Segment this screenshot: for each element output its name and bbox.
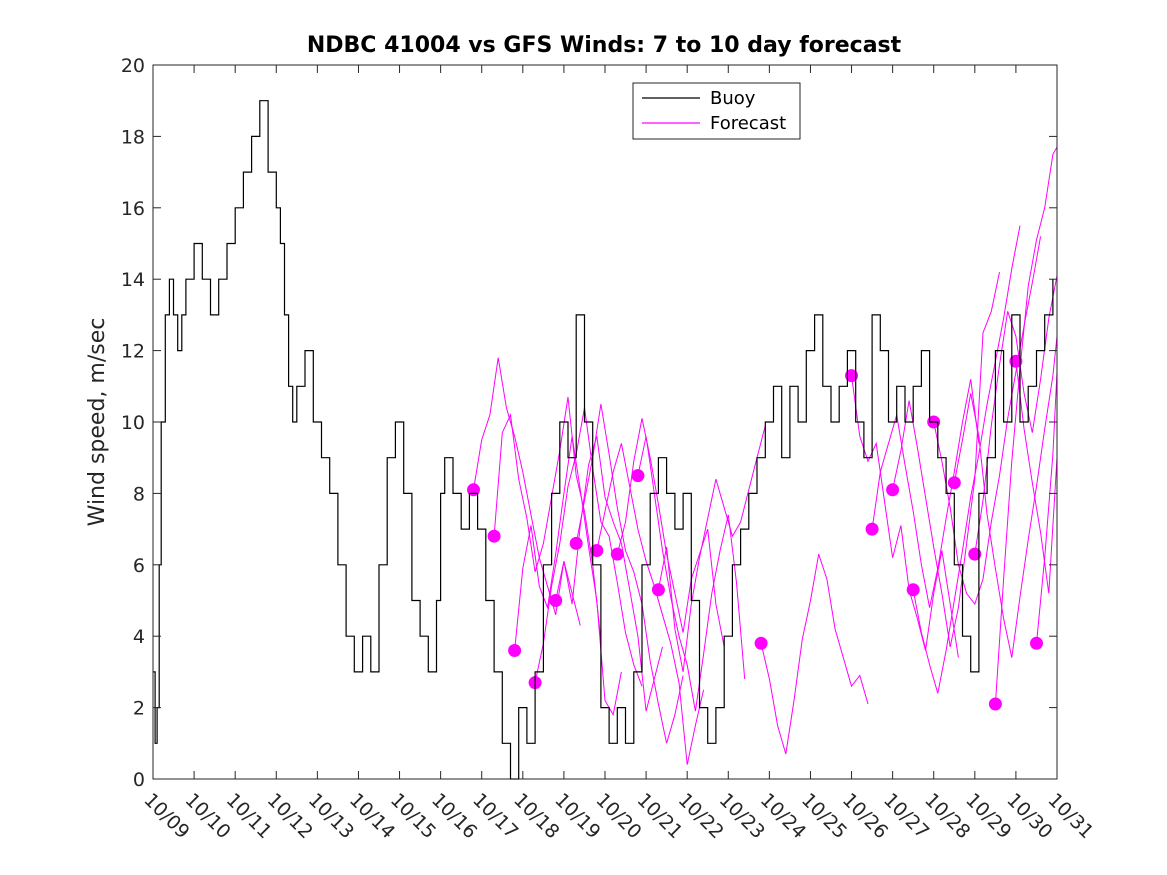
forecast-line-3 bbox=[514, 436, 622, 717]
forecast-line-14 bbox=[892, 271, 1000, 648]
forecast-line-6 bbox=[575, 404, 684, 744]
forecast-line-17 bbox=[953, 336, 1058, 658]
x-tick-label-20: 10/29 bbox=[961, 789, 1015, 843]
y-axis-label: Wind speed, m/sec bbox=[85, 318, 110, 527]
forecast-start-marker-14 bbox=[886, 483, 900, 497]
x-tick-label-16: 10/25 bbox=[797, 789, 851, 843]
forecast-start-marker-11 bbox=[754, 636, 768, 650]
forecast-start-marker-8 bbox=[610, 547, 624, 561]
forecast-start-marker-15 bbox=[906, 583, 920, 597]
x-tick-label-3: 10/12 bbox=[263, 789, 317, 843]
forecast-start-marker-6 bbox=[569, 536, 583, 550]
x-tick-label-17: 10/26 bbox=[838, 789, 892, 843]
chart-title: NDBC 41004 vs GFS Winds: 7 to 10 day for… bbox=[307, 33, 902, 58]
y-tick-label-4: 4 bbox=[133, 626, 145, 648]
forecast-start-marker-3 bbox=[508, 644, 522, 657]
forecast-line-16 bbox=[933, 236, 1042, 606]
legend-label-forecast: Forecast bbox=[710, 113, 786, 134]
forecast-line-4 bbox=[534, 407, 643, 687]
forecast-start-marker-18 bbox=[968, 547, 982, 561]
forecast-line-19 bbox=[994, 146, 1058, 705]
forecast-start-marker-2 bbox=[487, 529, 501, 543]
forecast-line-13 bbox=[871, 379, 980, 608]
forecast-start-marker-10 bbox=[651, 583, 665, 597]
x-tick-label-0: 10/09 bbox=[139, 789, 193, 843]
legend: Buoy Forecast bbox=[632, 82, 801, 140]
legend-label-buoy: Buoy bbox=[710, 88, 756, 109]
forecast-start-marker-5 bbox=[549, 594, 563, 607]
x-tick-label-12: 10/21 bbox=[633, 789, 687, 843]
x-tick-label-21: 10/30 bbox=[1002, 789, 1056, 843]
y-tick-label-16: 16 bbox=[121, 198, 145, 220]
x-tick-label-8: 10/17 bbox=[468, 789, 522, 843]
x-tick-label-4: 10/13 bbox=[304, 789, 358, 843]
legend-box bbox=[632, 82, 801, 140]
y-tick-label-8: 8 bbox=[133, 483, 145, 505]
forecast-line-21 bbox=[1036, 371, 1058, 644]
forecast-start-marker-13 bbox=[865, 522, 879, 536]
x-tick-label-2: 10/11 bbox=[222, 789, 276, 843]
x-tick-label-7: 10/16 bbox=[427, 789, 481, 843]
forecast-start-marker-19 bbox=[988, 697, 1002, 711]
forecast-line-12 bbox=[851, 375, 959, 658]
forecast-line-5 bbox=[555, 436, 663, 712]
x-tick-label-1: 10/10 bbox=[181, 789, 235, 843]
y-tick-label-2: 2 bbox=[133, 698, 145, 720]
forecast-line-7 bbox=[596, 443, 705, 765]
forecast-start-marker-7 bbox=[590, 544, 604, 557]
y-tick-label-10: 10 bbox=[121, 412, 145, 434]
forecast-line-9 bbox=[637, 436, 746, 712]
y-tick-label-18: 18 bbox=[121, 126, 145, 148]
x-tick-label-11: 10/20 bbox=[591, 789, 645, 843]
forecast-line-15 bbox=[912, 225, 1021, 694]
axes-box bbox=[152, 64, 1058, 780]
forecast-line-11 bbox=[760, 553, 869, 755]
x-tick-label-13: 10/22 bbox=[674, 789, 728, 843]
y-tick-label-20: 20 bbox=[121, 55, 145, 77]
forecast-start-marker-17 bbox=[947, 476, 961, 490]
x-tick-label-14: 10/23 bbox=[715, 789, 769, 843]
y-tick-label-0: 0 bbox=[133, 769, 145, 791]
forecast-line-18 bbox=[974, 275, 1058, 555]
x-tick-label-15: 10/24 bbox=[756, 789, 810, 843]
x-tick-label-19: 10/28 bbox=[920, 789, 974, 843]
forecast-line-20 bbox=[1015, 361, 1058, 594]
buoy-line bbox=[153, 100, 1054, 780]
x-tick-label-6: 10/15 bbox=[386, 789, 440, 843]
forecast-line-10 bbox=[657, 425, 766, 672]
forecast-line-8 bbox=[616, 418, 725, 647]
x-tick-label-5: 10/14 bbox=[345, 789, 399, 843]
forecast-start-marker-9 bbox=[631, 469, 645, 483]
x-tick-label-22: 10/31 bbox=[1043, 789, 1097, 843]
forecast-start-marker-21 bbox=[1030, 636, 1043, 650]
forecast-start-marker-12 bbox=[845, 369, 858, 383]
y-tick-label-12: 12 bbox=[121, 341, 145, 363]
x-tick-label-10: 10/19 bbox=[550, 789, 604, 843]
y-tick-label-6: 6 bbox=[133, 555, 145, 577]
x-tick-label-18: 10/27 bbox=[879, 789, 933, 843]
forecast-start-marker-20 bbox=[1009, 354, 1023, 368]
plot-layer bbox=[153, 100, 1058, 780]
x-tick-label-9: 10/18 bbox=[509, 789, 563, 843]
y-tick-label-14: 14 bbox=[121, 269, 145, 291]
